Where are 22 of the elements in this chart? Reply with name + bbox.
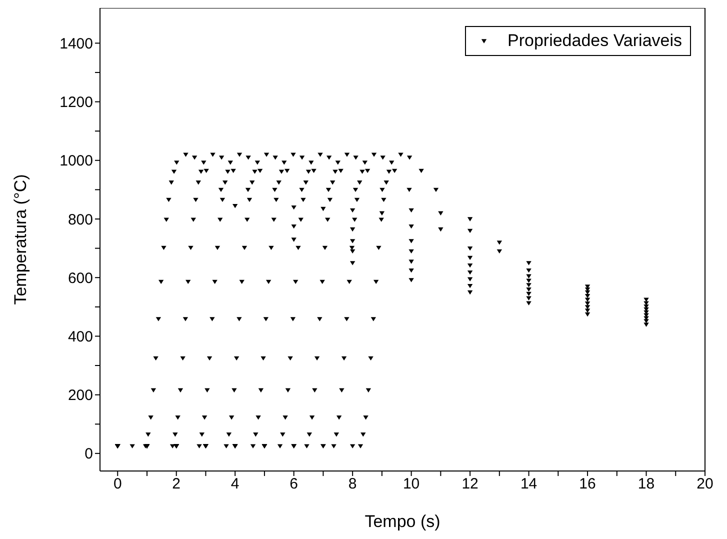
x-tick-label: 8 (348, 476, 357, 493)
x-tick-label: 10 (402, 476, 420, 493)
y-tick-label: 400 (68, 328, 93, 346)
y-tick-label: 200 (68, 387, 93, 404)
y-tick-label: 1000 (60, 152, 93, 170)
x-tick-label: 20 (696, 476, 714, 493)
y-tick-label: 800 (68, 211, 93, 228)
x-tick-label: 4 (230, 476, 240, 493)
y-axis-title: Temperatura (°C) (11, 174, 30, 305)
x-tick-label: 16 (579, 476, 596, 493)
y-tick-label: 1400 (60, 35, 93, 52)
y-tick-label: 1200 (60, 94, 93, 112)
legend-label: Propriedades Variaveis (508, 31, 682, 51)
x-tick-label: 2 (172, 476, 181, 493)
x-tick-label: 12 (462, 476, 478, 493)
y-tick-label: 0 (84, 446, 93, 463)
y-tick-label: 600 (68, 270, 93, 287)
x-tick-label: 6 (290, 476, 298, 493)
x-tick-label: 14 (520, 476, 538, 493)
x-tick-label: 18 (638, 476, 655, 493)
x-axis-title: Tempo (s) (364, 512, 440, 531)
x-tick-label: 0 (113, 476, 122, 493)
